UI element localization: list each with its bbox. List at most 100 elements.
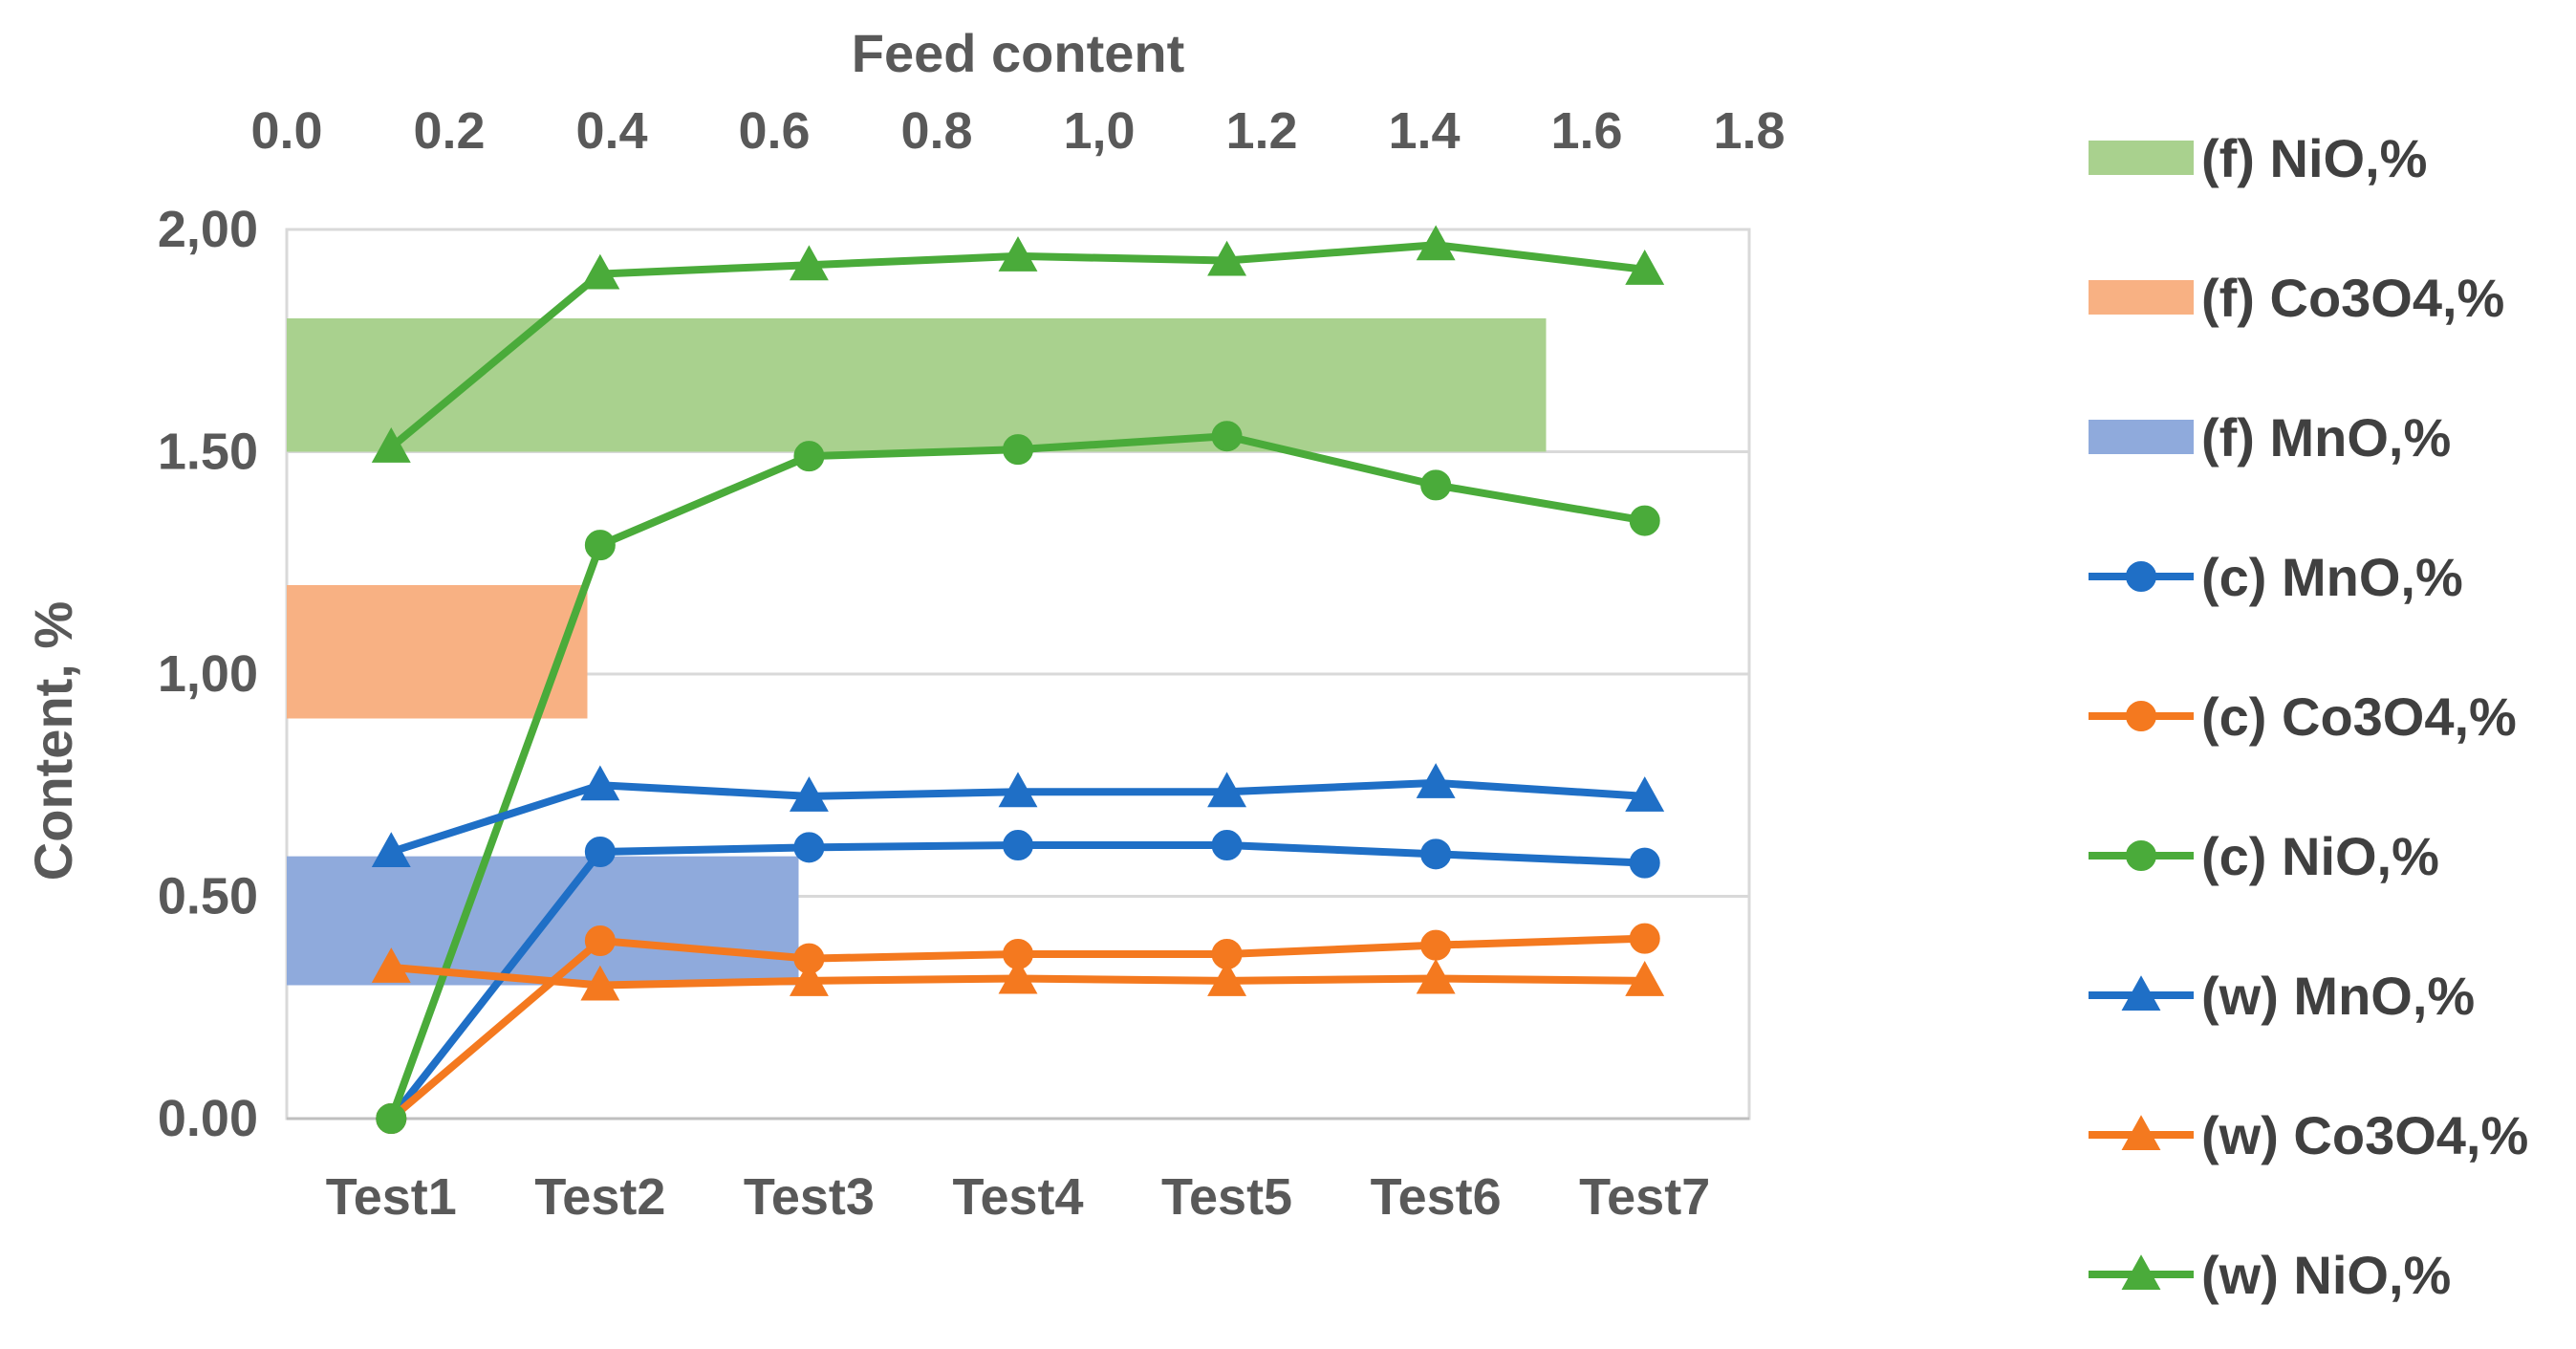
legend-swatch [2089,141,2194,175]
data-point [1420,469,1452,501]
top-axis-tick-label: 0.8 [900,102,972,160]
data-point [789,961,829,996]
top-axis-title: Feed content [852,23,1184,83]
y-tick-label: 1,00 [158,645,258,703]
legend-label: (c) Co3O4,% [2201,686,2517,747]
series-w-mno [371,763,1665,867]
data-point [1629,923,1660,954]
axes: Feed content Content, % 0.00 0.50 1,00 1.50… [23,23,1786,1226]
data-point [371,832,411,867]
band-f-nio [287,318,1547,452]
legend-item-w-nio: (w) NiO,% [2089,1245,2451,1305]
data-point [998,958,1038,994]
legend-label: (c) MnO,% [2201,547,2463,607]
legend-marker [2121,1254,2161,1290]
legend: (f) NiO,% (f) Co3O4,% (f) MnO,% (c) MnO,% (c… [2089,128,2528,1305]
data-point [1420,929,1452,961]
series-w-co3o4 [371,947,1665,1001]
legend-label: (f) Co3O4,% [2201,268,2504,328]
data-point [1003,830,1033,861]
data-point [1207,772,1247,808]
data-point [793,441,825,472]
feed-bands [287,318,1547,986]
y-tick-label: 1.50 [158,424,258,481]
data-point [1416,958,1456,994]
data-point [998,772,1038,808]
top-axis-tick-label: 1.8 [1713,102,1785,160]
data-point [1003,434,1033,466]
data-point [1211,830,1243,861]
data-point [584,530,616,561]
x-tick-label: Test6 [1371,1168,1502,1226]
x-tick-label: Test4 [952,1168,1083,1226]
top-axis-tick-label: 0.6 [738,102,810,160]
data-point [1416,225,1456,261]
data-point [789,245,829,281]
data-point [1629,505,1660,536]
data-point [793,832,825,863]
data-point [1625,776,1665,812]
data-point [1211,421,1243,452]
legend-item-c-nio: (c) NiO,% [2089,826,2439,886]
legend-label: (w) MnO,% [2201,966,2475,1026]
legend-marker [2121,1115,2161,1150]
data-point [789,776,829,812]
legend-swatch [2089,280,2194,315]
legend-marker [2126,840,2156,871]
series-c-mno [376,830,1660,1134]
data-point [1625,961,1665,996]
legend-item-f-co3o4: (f) Co3O4,% [2089,268,2504,328]
x-tick-label: Test1 [326,1168,457,1226]
legend-label: (c) NiO,% [2201,826,2439,886]
legend-marker [2121,975,2161,1011]
legend-label: (f) NiO,% [2201,128,2427,188]
legend-item-c-co3o4: (c) Co3O4,% [2089,686,2517,747]
legend-label: (f) MnO,% [2201,407,2451,468]
data-point [998,236,1038,272]
data-point [1207,961,1247,996]
legend-marker [2126,701,2156,731]
y-tick-label: 0.00 [158,1090,258,1147]
data-point [376,1103,407,1134]
y-tick-label: 0.50 [158,868,258,925]
data-point [1625,250,1665,285]
series-lines [371,225,1665,1134]
x-tick-label: Test3 [744,1168,875,1226]
legend-item-f-mno: (f) MnO,% [2089,407,2451,468]
data-point [1629,847,1660,879]
data-point [1207,240,1247,276]
x-tick-label: Test2 [534,1168,665,1226]
legend-label: (w) Co3O4,% [2201,1105,2528,1165]
y-tick-label: 2,00 [158,201,258,258]
series-c-co3o4 [376,923,1660,1134]
top-axis-tick-label: 1,0 [1063,102,1135,160]
series-w-nio [371,225,1665,463]
data-point [584,837,616,867]
top-axis-tick-label: 0.4 [575,102,647,160]
top-axis-tick-label: 1.2 [1225,102,1297,160]
data-point [1420,838,1452,870]
top-axis-tick-label: 0.2 [413,102,485,160]
data-point [580,965,620,1001]
data-point [371,427,411,463]
data-point [580,253,620,290]
top-axis-tick-label: 1.4 [1388,102,1460,160]
top-axis-tick-label: 0.0 [250,102,322,160]
legend-item-c-mno: (c) MnO,% [2089,547,2463,607]
legend-item-w-co3o4: (w) Co3O4,% [2089,1105,2528,1165]
legend-marker [2126,561,2156,592]
y-axis-title: Content, % [23,601,83,881]
x-tick-label: Test5 [1161,1168,1292,1226]
x-tick-label: Test7 [1579,1168,1710,1226]
data-point [1416,763,1456,798]
data-point [371,947,411,983]
legend-swatch [2089,420,2194,454]
data-point [580,765,620,801]
legend-label: (w) NiO,% [2201,1245,2451,1305]
legend-item-f-nio: (f) NiO,% [2089,128,2427,188]
legend-item-w-mno: (w) MnO,% [2089,966,2475,1026]
series-c-nio [376,421,1660,1134]
data-point [584,925,616,956]
top-axis-tick-label: 1.6 [1550,102,1622,160]
